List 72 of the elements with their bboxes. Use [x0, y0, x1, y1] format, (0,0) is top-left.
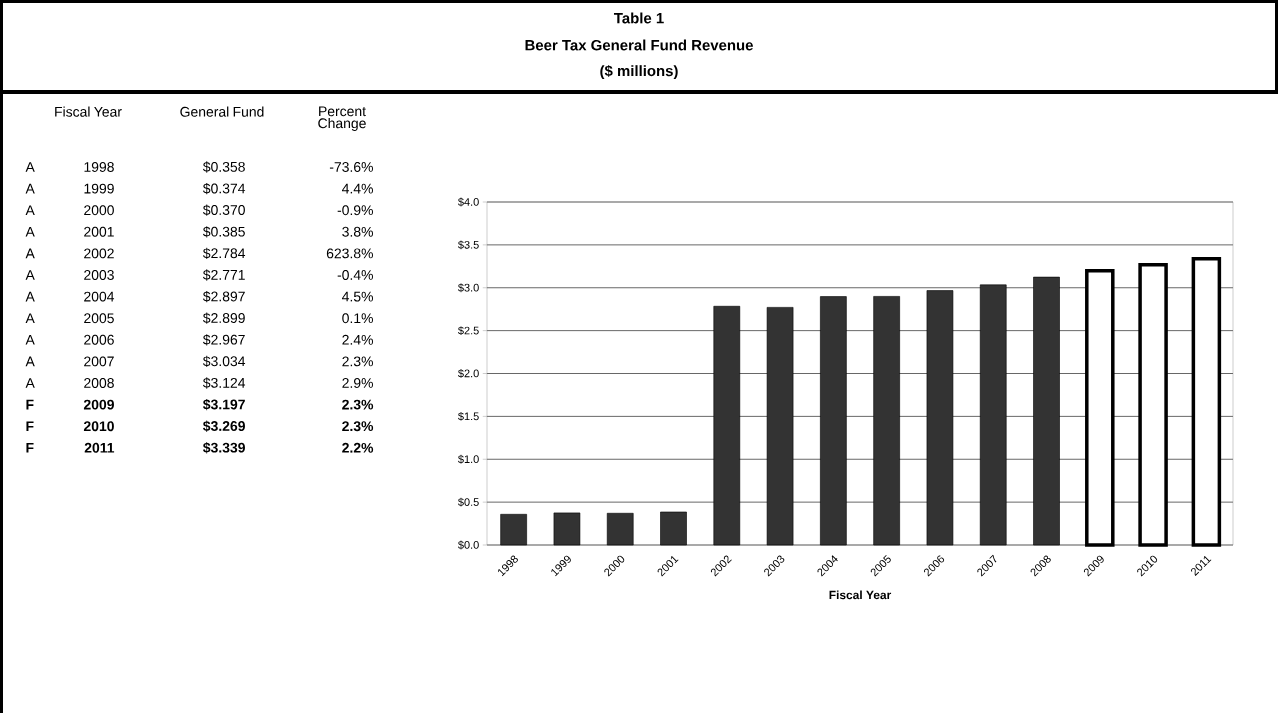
x-axis-title: Fiscal Year [829, 590, 892, 600]
category-label: 1998 [84, 162, 114, 172]
text: 2.2% [342, 442, 374, 453]
text: $2.899 [202, 312, 245, 324]
text: 2.3% [342, 421, 374, 432]
category-label: 2010 [83, 421, 114, 432]
text: 0.1% [342, 313, 373, 324]
y-tick-label: $2.5 [458, 326, 479, 336]
text: 2.3% [342, 399, 374, 410]
category-label: 2001 [84, 226, 114, 237]
text: A [25, 356, 35, 367]
text: $3.124 [202, 377, 246, 389]
text: ($ millions) [600, 64, 678, 80]
category-label: 2006 [84, 334, 114, 345]
text: $2.967 [202, 334, 245, 346]
text: A [25, 313, 35, 323]
y-tick-label: $1.5 [458, 411, 479, 421]
category-label: 2009 [83, 399, 114, 410]
text: 2.3% [342, 356, 373, 367]
category-label: 2002 [84, 248, 114, 259]
text: Percent Change [318, 106, 366, 131]
category-label: 2004 [84, 291, 115, 302]
text: F [26, 443, 34, 453]
text: -0.4% [337, 270, 373, 280]
text: A [25, 205, 35, 215]
text: $3.197 [203, 398, 245, 411]
chart-title: Table 1 [613, 12, 664, 24]
text: $2.897 [202, 290, 245, 303]
chart-subtitle: Beer Tax General Fund Revenue [525, 39, 753, 51]
text: 4.5% [342, 291, 373, 302]
category-label: 2003 [84, 270, 114, 280]
text: $3.034 [202, 355, 246, 368]
text: A [25, 378, 35, 388]
text: A [25, 183, 35, 194]
text: 4.4% [342, 183, 373, 194]
text: A [25, 291, 35, 302]
y-tick-label: $2.0 [458, 369, 479, 378]
category-label: 2008 [84, 378, 114, 388]
y-tick-label: $4.0 [458, 197, 479, 207]
y-tick-label: $3.5 [458, 240, 479, 250]
y-tick-label: $1.0 [458, 454, 479, 464]
category-label: 2011 [84, 442, 115, 453]
text: $3.269 [203, 420, 245, 432]
text: A [25, 335, 35, 345]
text: A [25, 270, 35, 280]
y-tick-label: $0.5 [458, 497, 479, 507]
text: $0.385 [202, 226, 245, 238]
text: General Fund [180, 106, 264, 117]
text: $0.370 [202, 204, 245, 216]
text: 3.8% [342, 226, 373, 237]
category-label: 2005 [84, 313, 114, 324]
text: -0.9% [337, 205, 373, 216]
text: Fiscal Year [55, 106, 122, 117]
text: $3.339 [203, 442, 245, 454]
text: F [26, 421, 34, 431]
category-label: 2000 [84, 205, 114, 216]
y-tick-label: $0.0 [458, 540, 479, 550]
text: $0.374 [202, 182, 246, 195]
text: $2.771 [202, 269, 245, 281]
text: 2.9% [342, 378, 373, 388]
text: -73.6% [329, 162, 373, 172]
text: 2.4% [342, 334, 373, 345]
category-label: 2007 [84, 356, 114, 367]
text: A [25, 248, 35, 259]
text: F [26, 399, 34, 410]
text: A [25, 227, 35, 237]
y-tick-label: $3.0 [458, 283, 479, 293]
text: $2.784 [202, 247, 246, 260]
text: 623.8% [326, 248, 373, 259]
category-label: 1999 [84, 183, 114, 194]
text: A [25, 162, 35, 172]
text: $0.358 [202, 161, 245, 173]
